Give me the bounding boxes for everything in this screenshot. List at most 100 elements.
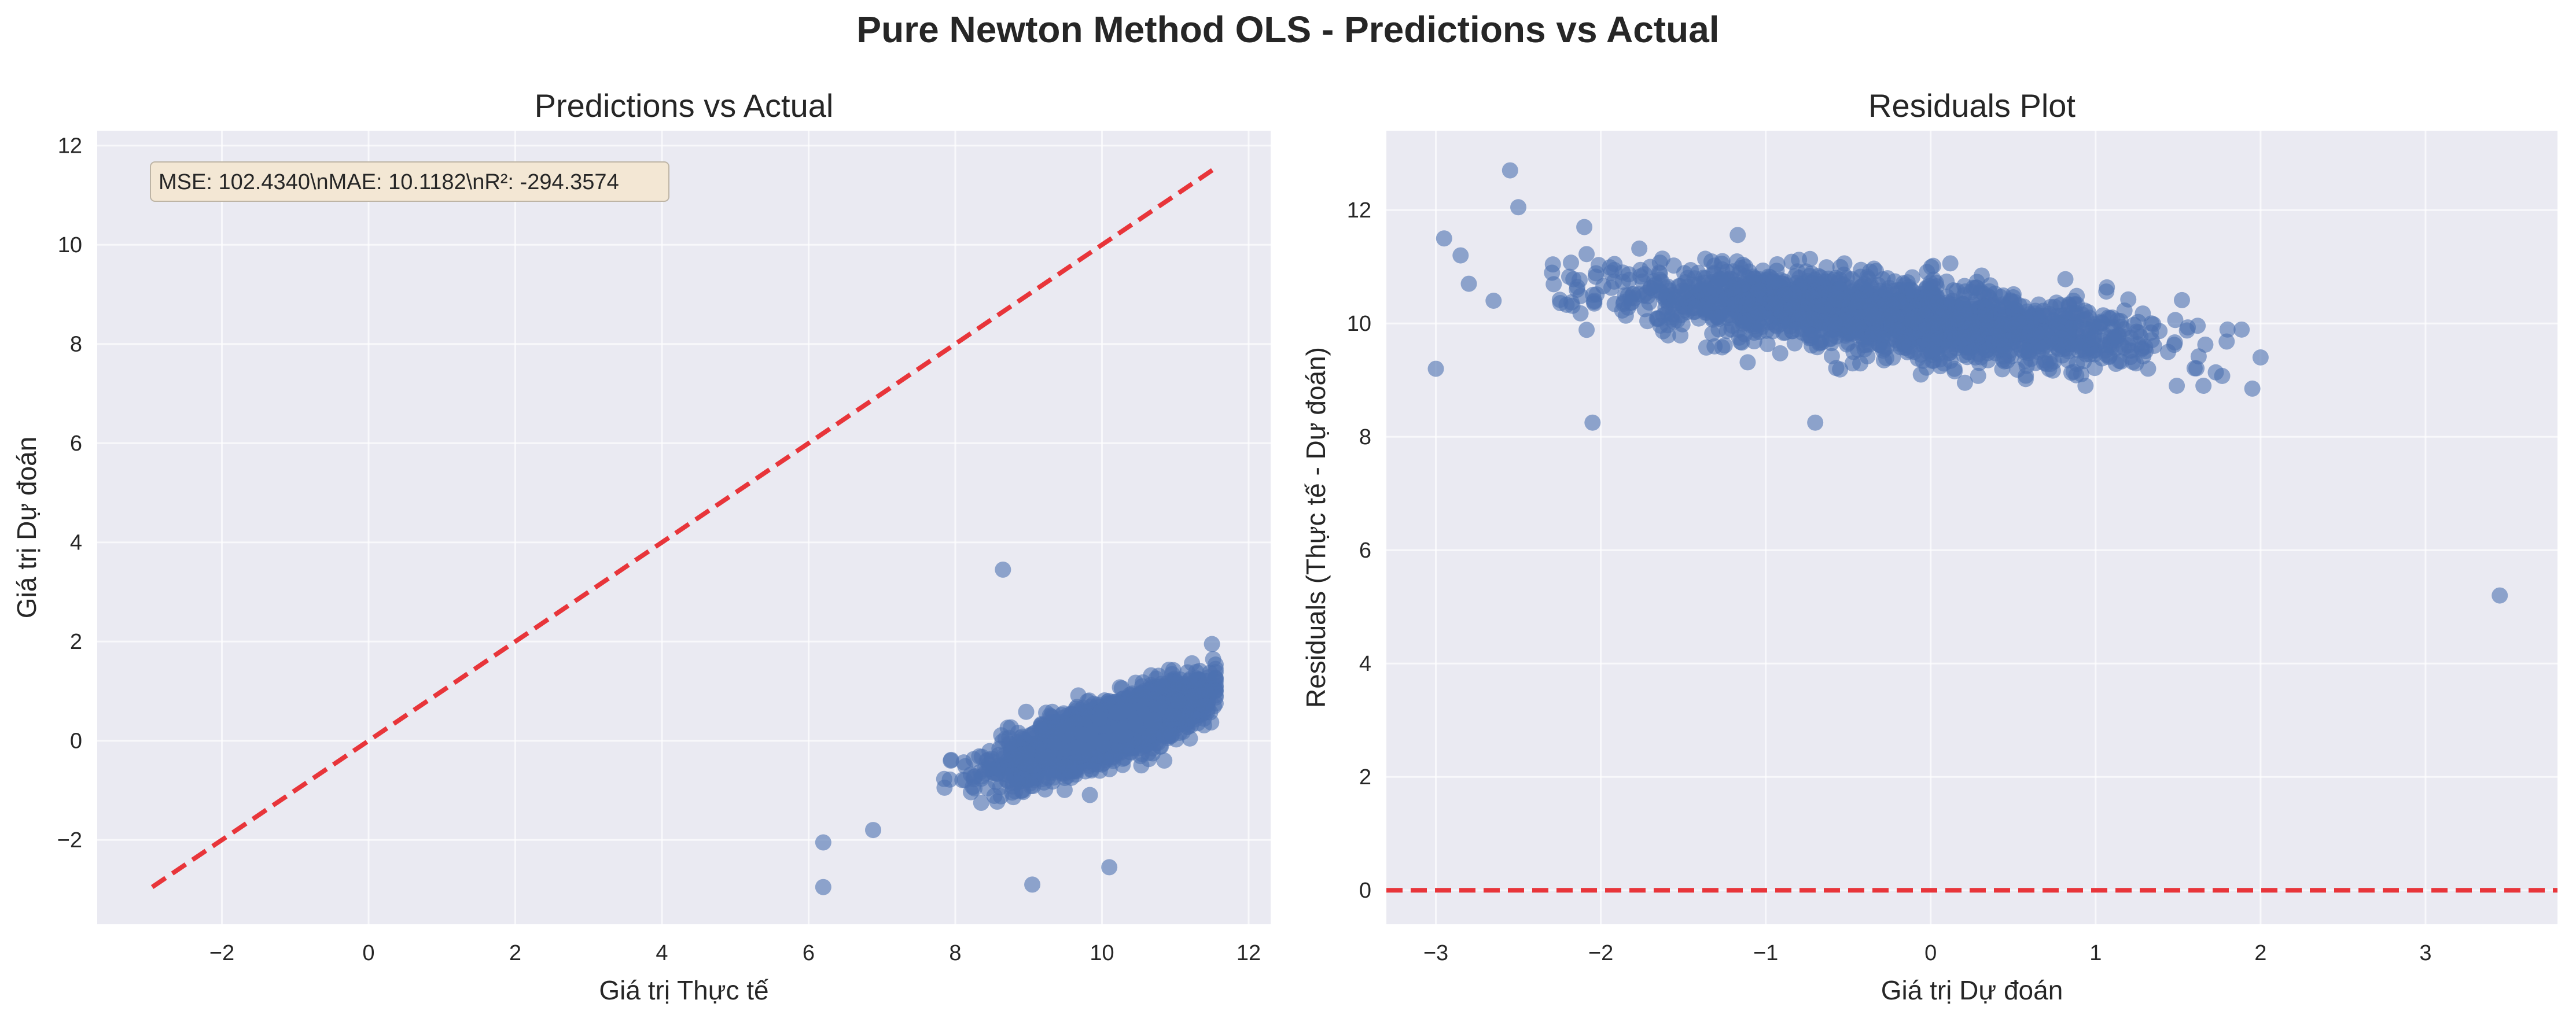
- data-point: [1889, 321, 1906, 338]
- y-tick-label: 0: [1359, 879, 1371, 903]
- data-point: [2057, 271, 2074, 287]
- data-point: [2077, 378, 2094, 394]
- data-point: [1802, 250, 1819, 267]
- data-point: [1927, 315, 1944, 331]
- data-point: [1112, 723, 1129, 740]
- x-tick-label: −2: [1588, 941, 1613, 965]
- data-point: [1904, 311, 1920, 327]
- data-point: [1120, 702, 1137, 719]
- data-point: [1835, 266, 1852, 283]
- data-point: [1956, 374, 1973, 391]
- data-point: [1022, 727, 1039, 744]
- data-point: [1822, 331, 1839, 348]
- data-point: [1862, 302, 1879, 319]
- outlier-point: [1576, 219, 1593, 235]
- data-point: [1551, 292, 1568, 308]
- data-point: [2233, 321, 2250, 338]
- data-point: [2099, 279, 2115, 296]
- data-point: [2003, 342, 2019, 359]
- data-point: [1146, 711, 1162, 728]
- outlier-point: [1024, 876, 1041, 893]
- y-tick-label: 12: [58, 134, 82, 158]
- data-point: [1704, 325, 1721, 342]
- data-point: [1895, 334, 1912, 351]
- data-point: [1127, 715, 1144, 732]
- x-tick-label: 4: [656, 941, 668, 965]
- data-point: [1666, 292, 1683, 308]
- x-tick-label: 0: [362, 941, 374, 965]
- y-tick-label: 12: [1347, 198, 1371, 223]
- data-point: [1812, 269, 1829, 286]
- data-point: [2214, 368, 2231, 385]
- data-point: [1165, 706, 1182, 722]
- x-tick-label: 6: [803, 941, 815, 965]
- data-point: [1051, 718, 1068, 735]
- data-point: [1586, 293, 1603, 309]
- outlier-point: [1485, 293, 1502, 309]
- data-point: [2080, 321, 2096, 338]
- data-point: [2195, 378, 2212, 394]
- data-point: [1698, 280, 1714, 297]
- data-point: [1803, 330, 1820, 346]
- data-point: [1978, 341, 1995, 358]
- data-point: [2065, 292, 2082, 309]
- outlier-point: [1502, 162, 1518, 179]
- data-point: [1588, 265, 1605, 282]
- y-axis-label: Giá trị Dự đoán: [12, 437, 42, 619]
- outlier-point: [1584, 414, 1601, 431]
- data-point: [2107, 329, 2124, 345]
- y-tick-label: 6: [70, 431, 82, 456]
- data-point: [2125, 353, 2141, 370]
- data-point: [1738, 296, 1754, 313]
- scatter-points: [1427, 162, 2508, 604]
- data-point: [1081, 692, 1098, 709]
- data-point: [2145, 316, 2162, 333]
- data-point: [1772, 345, 1789, 361]
- data-point: [992, 779, 1009, 795]
- x-tick-label: 2: [2254, 941, 2266, 965]
- data-point: [1977, 307, 1994, 324]
- x-tick-label: −3: [1423, 941, 1448, 965]
- data-point: [2098, 346, 2115, 363]
- data-point: [2218, 333, 2235, 350]
- data-point: [1070, 739, 1087, 755]
- outlier-point: [1510, 199, 1527, 216]
- data-point: [1864, 325, 1881, 342]
- data-point: [1970, 367, 1986, 384]
- data-point: [1968, 279, 1985, 296]
- data-point: [941, 771, 958, 788]
- plot-area: [1386, 131, 2557, 924]
- data-point: [1924, 341, 1941, 358]
- data-point: [2060, 324, 2077, 341]
- y-tick-label: 6: [1359, 538, 1371, 563]
- data-point: [1927, 295, 1944, 312]
- data-point: [1565, 271, 1582, 287]
- data-point: [2011, 313, 2028, 330]
- data-point: [2086, 346, 2103, 363]
- x-tick-label: 2: [509, 941, 521, 965]
- outlier-point: [815, 879, 831, 895]
- data-point: [993, 727, 1010, 744]
- outlier-point: [2244, 380, 2261, 397]
- figure-title: Pure Newton Method OLS - Predictions vs …: [856, 9, 1720, 50]
- data-point: [1182, 693, 1199, 710]
- data-point: [1855, 337, 1872, 353]
- data-point: [2093, 313, 2110, 330]
- y-tick-label: 8: [1359, 425, 1371, 449]
- data-point: [2219, 321, 2236, 338]
- data-point: [1677, 283, 1694, 300]
- data-point: [1083, 761, 1099, 777]
- data-point: [2035, 302, 2052, 319]
- data-point: [2011, 325, 2028, 342]
- data-point: [2048, 294, 2065, 311]
- data-point: [1572, 305, 1589, 322]
- data-point: [1904, 282, 1921, 299]
- x-tick-label: 3: [2419, 941, 2431, 965]
- data-point: [1789, 321, 1805, 338]
- scatter-points: [815, 561, 1224, 895]
- data-point: [1578, 322, 1595, 338]
- data-point: [1827, 316, 1843, 333]
- outlier-point: [2492, 587, 2508, 604]
- data-point: [943, 752, 959, 769]
